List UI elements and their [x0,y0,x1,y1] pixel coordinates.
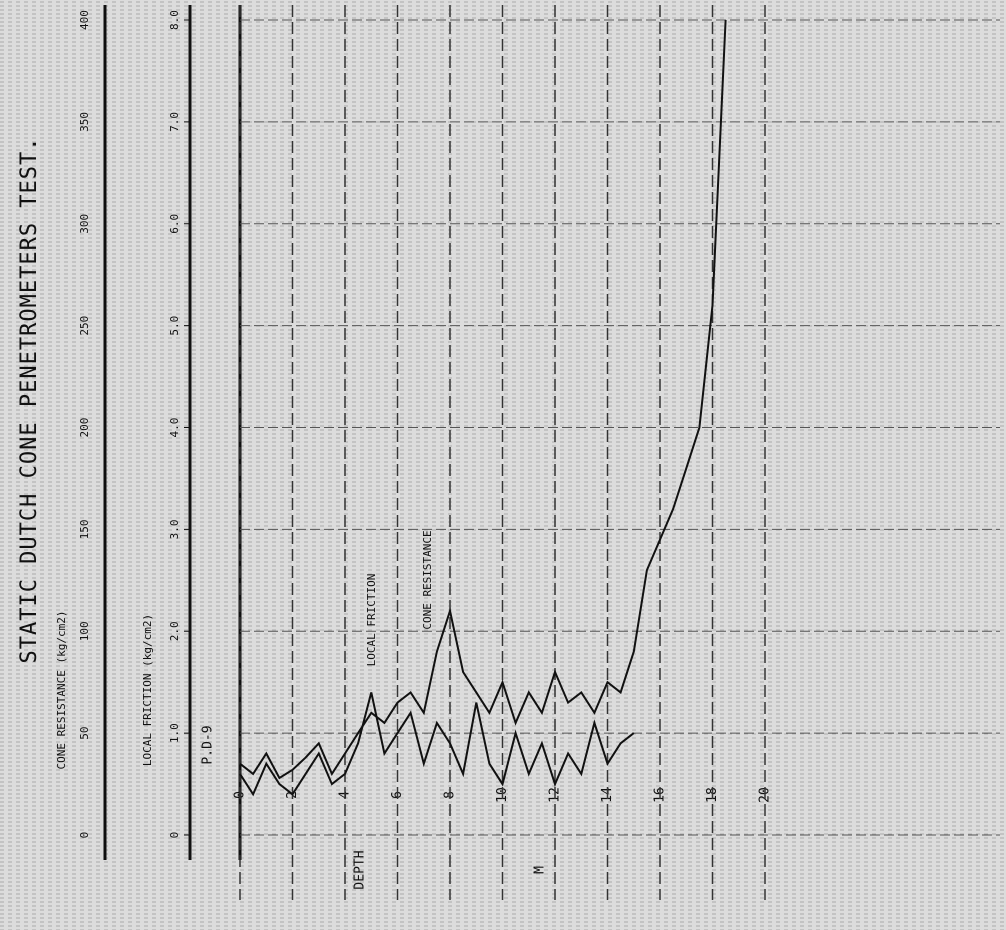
y2-tick-label: 6.0 [168,214,181,234]
y-tick-label: 250 [78,316,91,336]
x-axis-unit: M [533,866,548,874]
series-label: LOCAL FRICTION [365,574,378,667]
y-axis-label: CONE RESISTANCE (kg/cm2) [55,611,68,770]
y2-axis-label: LOCAL FRICTION (kg/cm2) [141,614,154,766]
y-tick-label: 0 [78,832,91,839]
y2-tick-label: 0 [168,832,181,839]
y-tick-label: 400 [78,10,91,30]
chart-title: STATIC DUTCH CONE PENETROMETERS TEST. [17,136,42,663]
y-tick-label: 100 [78,621,91,641]
y2-tick-label: 5.0 [168,316,181,336]
station-label: P.D-9 [201,725,216,764]
series-label: CONE RESISTANCE [421,530,434,629]
x-axis-label: DEPTH [353,850,368,889]
y-tick-label: 200 [78,418,91,438]
y-tick-label: 300 [78,214,91,234]
y-tick-label: 50 [78,727,91,740]
y2-tick-label: 1.0 [168,723,181,743]
y2-tick-label: 8.0 [168,10,181,30]
y2-tick-label: 3.0 [168,519,181,539]
y2-tick-label: 7.0 [168,112,181,132]
y-tick-label: 350 [78,112,91,132]
chart: STATIC DUTCH CONE PENETROMETERS TEST. CO… [0,0,1006,930]
y2-tick-label: 2.0 [168,621,181,641]
y2-tick-label: 4.0 [168,418,181,438]
y-tick-label: 150 [78,519,91,539]
